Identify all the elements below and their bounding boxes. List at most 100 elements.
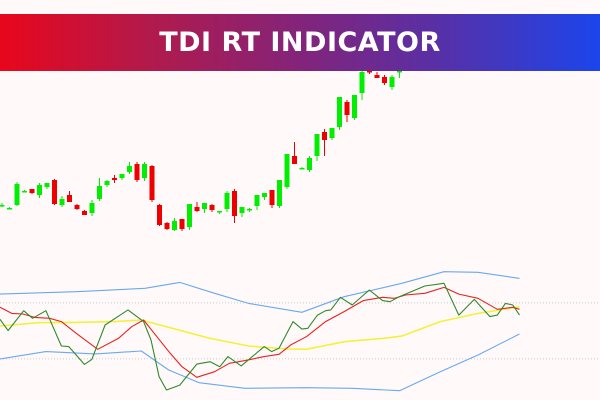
candle (269, 190, 275, 208)
candle-body (314, 134, 320, 156)
candle-body (127, 166, 132, 172)
candle (0, 203, 5, 207)
candle (112, 175, 117, 183)
candle (187, 204, 192, 230)
candle (14, 182, 20, 206)
candle (209, 204, 215, 212)
candle (164, 222, 170, 230)
candle-body (7, 208, 12, 210)
indicator-levels (0, 302, 600, 360)
candle (232, 189, 237, 223)
candle (67, 191, 72, 202)
candle (37, 183, 42, 198)
candle (277, 180, 282, 208)
candle (389, 75, 395, 90)
candle (292, 142, 297, 164)
candle-body (389, 77, 395, 87)
candle (307, 156, 312, 172)
candle-body (142, 164, 147, 178)
candle (224, 191, 230, 212)
candle-body (52, 180, 57, 204)
candle (329, 128, 335, 140)
candle-body (74, 205, 80, 209)
market-base-line (0, 305, 520, 351)
candle-body (194, 207, 200, 211)
candle-body (337, 97, 342, 127)
candle-body (217, 211, 222, 213)
candle (314, 134, 320, 161)
candle (352, 95, 357, 120)
candle (254, 195, 260, 210)
candle-body (232, 191, 237, 216)
candle-body (172, 221, 177, 230)
candle-body (382, 77, 387, 83)
candle (7, 207, 12, 210)
candle-body (284, 154, 290, 187)
candle-body (202, 203, 207, 209)
banner-title: TDI RT INDICATOR (159, 27, 441, 58)
candle (359, 68, 365, 100)
candle-body (0, 205, 5, 207)
candle-body (239, 207, 245, 213)
candle-body (149, 166, 155, 200)
candle-body (97, 186, 102, 199)
candle-body (352, 95, 357, 118)
candle (299, 167, 305, 170)
tdi-indicator-lines (0, 271, 520, 392)
candle (59, 196, 65, 207)
candle-body (224, 193, 230, 209)
candle (22, 190, 27, 193)
candle (44, 183, 50, 189)
candle-body (374, 75, 380, 78)
candle (127, 162, 132, 174)
candle (239, 207, 245, 217)
title-banner: TDI RT INDICATOR (0, 14, 600, 71)
candle-body (119, 174, 125, 178)
candle-body (157, 205, 162, 225)
candle-body (59, 199, 65, 205)
candle (382, 75, 387, 85)
candle-body (179, 219, 185, 229)
candle-body (329, 128, 335, 138)
candle (179, 219, 185, 231)
candle-body (112, 178, 117, 180)
candle (157, 204, 162, 226)
price-candles (0, 68, 402, 231)
candle (52, 179, 57, 205)
candle-body (359, 72, 365, 93)
candle-body (292, 156, 297, 164)
candle-body (67, 195, 72, 202)
candle (247, 208, 252, 212)
candle (134, 162, 140, 182)
candle-body (37, 185, 42, 195)
candle-body (134, 164, 140, 180)
candle-body (22, 191, 27, 193)
candle (262, 193, 267, 200)
candle (337, 97, 342, 130)
candle (89, 200, 95, 216)
candle-body (14, 184, 20, 205)
candle-body (254, 195, 260, 206)
price-line (0, 282, 520, 391)
candle-body (397, 71, 402, 73)
candle-body (89, 203, 95, 213)
candle (104, 180, 110, 187)
candle-body (247, 209, 252, 211)
candle-body (344, 102, 350, 115)
candle (322, 129, 327, 156)
candle-body (277, 180, 282, 206)
candle (194, 202, 200, 212)
candle-body (104, 181, 110, 185)
candle-body (44, 183, 50, 187)
candle (119, 174, 125, 180)
candle (172, 218, 177, 231)
candle-body (299, 168, 305, 170)
candle (97, 178, 102, 201)
candle-body (322, 132, 327, 140)
candle-body (164, 223, 170, 229)
candle-body (209, 205, 215, 210)
candle (217, 211, 222, 214)
candle-body (307, 158, 312, 170)
candle (202, 203, 207, 213)
